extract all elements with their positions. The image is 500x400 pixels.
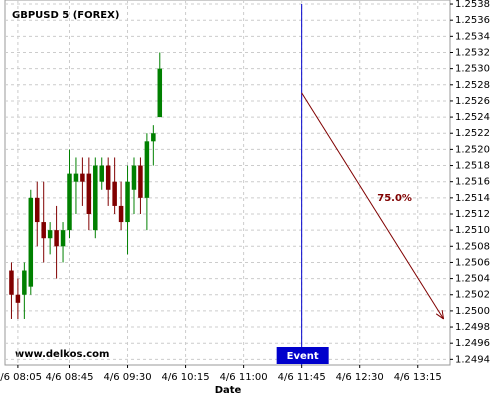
y-tick-label: 1.2518 xyxy=(455,161,490,172)
candle-body xyxy=(157,68,163,118)
candle-body xyxy=(9,270,14,295)
candle-body xyxy=(34,197,40,223)
candle-body xyxy=(41,222,46,239)
x-tick-label: 4/6 08:45 xyxy=(45,372,93,383)
y-tick-label: 1.2504 xyxy=(455,274,490,285)
y-tick-label: 1.2526 xyxy=(455,96,490,107)
y-tick-label: 1.2520 xyxy=(455,144,490,155)
y-tick-label: 1.2534 xyxy=(455,31,490,42)
candle-body xyxy=(131,165,137,190)
candle-body xyxy=(28,197,34,287)
candle-body xyxy=(99,165,104,182)
arrow-head xyxy=(435,313,444,320)
candle-body xyxy=(112,181,117,206)
y-tick-label: 1.2532 xyxy=(455,47,490,58)
y-tick-label: 1.2496 xyxy=(455,338,490,349)
y-tick-label: 1.2522 xyxy=(455,128,490,139)
candle-body xyxy=(22,270,27,295)
candle-body xyxy=(15,294,21,303)
event-label: Event xyxy=(287,351,319,362)
arrow-label: 75.0% xyxy=(377,193,412,204)
y-tick-label: 1.2512 xyxy=(455,209,490,220)
candle-body xyxy=(138,165,143,198)
y-tick-label: 1.2498 xyxy=(455,322,490,333)
chart-title: GBPUSD 5 (FOREX) xyxy=(12,10,119,21)
candle-body xyxy=(54,230,59,247)
event-label-bg xyxy=(276,347,329,364)
candle-body xyxy=(80,173,85,182)
candle-body xyxy=(93,165,98,231)
x-tick-label: 4/6 11:00 xyxy=(220,372,268,383)
y-tick-label: 1.2530 xyxy=(455,64,490,75)
x-tick-label: 4/6 11:45 xyxy=(278,372,326,383)
y-tick-label: 1.2528 xyxy=(455,80,490,91)
candle-body xyxy=(67,173,72,231)
candle-body xyxy=(105,165,111,190)
x-tick-label: 4/6 09:30 xyxy=(103,372,151,383)
x-tick-label: 4/6 08:05 xyxy=(0,372,42,383)
y-tick-label: 1.2536 xyxy=(455,15,490,26)
y-tick-label: 1.2514 xyxy=(455,193,490,204)
y-tick-label: 1.2508 xyxy=(455,241,490,252)
candle-body xyxy=(86,173,92,214)
x-axis-title: Date xyxy=(215,385,242,396)
candle-body xyxy=(73,173,79,182)
y-tick-label: 1.2506 xyxy=(455,257,490,268)
watermark: www.delkos.com xyxy=(15,349,109,360)
forecast-arrow xyxy=(301,92,444,320)
y-tick-label: 1.2510 xyxy=(455,225,490,236)
x-tick-label: 4/6 12:30 xyxy=(336,372,384,383)
y-tick-label: 1.2494 xyxy=(455,354,490,365)
candle-body xyxy=(144,141,150,198)
candle-body xyxy=(60,230,66,247)
y-tick-label: 1.2516 xyxy=(455,177,490,188)
y-tick-label: 1.2524 xyxy=(455,112,490,123)
y-tick-label: 1.2538 xyxy=(455,0,490,10)
candle-body xyxy=(118,205,124,223)
arrow-head xyxy=(441,310,445,320)
candle-body xyxy=(47,230,53,239)
candle-body xyxy=(125,181,130,223)
plot-area xyxy=(4,0,451,366)
x-tick-label: 4/6 13:15 xyxy=(394,372,442,383)
x-tick-label: 4/6 10:15 xyxy=(162,372,210,383)
y-tick-label: 1.2502 xyxy=(455,290,490,301)
y-tick-label: 1.2500 xyxy=(455,306,490,317)
candle-body xyxy=(151,133,156,142)
